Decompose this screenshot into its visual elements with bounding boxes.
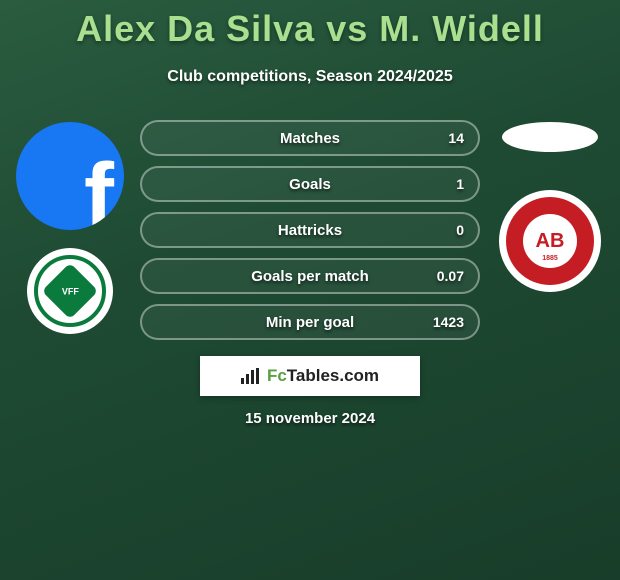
- stat-value-left: 0: [456, 222, 464, 238]
- stat-label: Goals: [289, 176, 331, 193]
- brand-text: FcTables.com: [267, 366, 379, 386]
- chart-bars-icon: [241, 368, 261, 384]
- subtitle: Club competitions, Season 2024/2025: [0, 68, 620, 86]
- club-right-badge: AB 1885: [499, 190, 601, 292]
- stat-value-left: 1423: [433, 314, 464, 330]
- stat-label: Goals per match: [251, 268, 369, 285]
- facebook-icon: f: [84, 145, 114, 230]
- date-text: 15 november 2024: [0, 410, 620, 427]
- player-left-photo: f: [16, 122, 124, 230]
- stat-label: Hattricks: [278, 222, 342, 239]
- stat-row: Goals 1: [140, 166, 480, 202]
- player-right-photo: [502, 122, 598, 152]
- stat-value-left: 14: [448, 130, 464, 146]
- club-left-badge: VFF: [27, 248, 113, 334]
- club-right-initials: AB: [536, 230, 565, 253]
- club-left-initials: VFF: [62, 286, 79, 296]
- stat-label: Min per goal: [266, 314, 354, 331]
- stats-list: Matches 14 Goals 1 Hattricks 0 Goals per…: [140, 120, 480, 350]
- stat-row: Goals per match 0.07: [140, 258, 480, 294]
- brand-badge: FcTables.com: [200, 356, 420, 396]
- club-right-year: 1885: [542, 255, 558, 262]
- stat-row: Matches 14: [140, 120, 480, 156]
- stat-value-left: 0.07: [437, 268, 464, 284]
- stat-label: Matches: [280, 130, 340, 147]
- player-left-column: f VFF: [10, 122, 130, 334]
- player-right-column: AB 1885: [490, 122, 610, 292]
- stat-row: Hattricks 0: [140, 212, 480, 248]
- stat-row: Min per goal 1423: [140, 304, 480, 340]
- page-title: Alex Da Silva vs M. Widell: [0, 0, 620, 50]
- stat-value-left: 1: [456, 176, 464, 192]
